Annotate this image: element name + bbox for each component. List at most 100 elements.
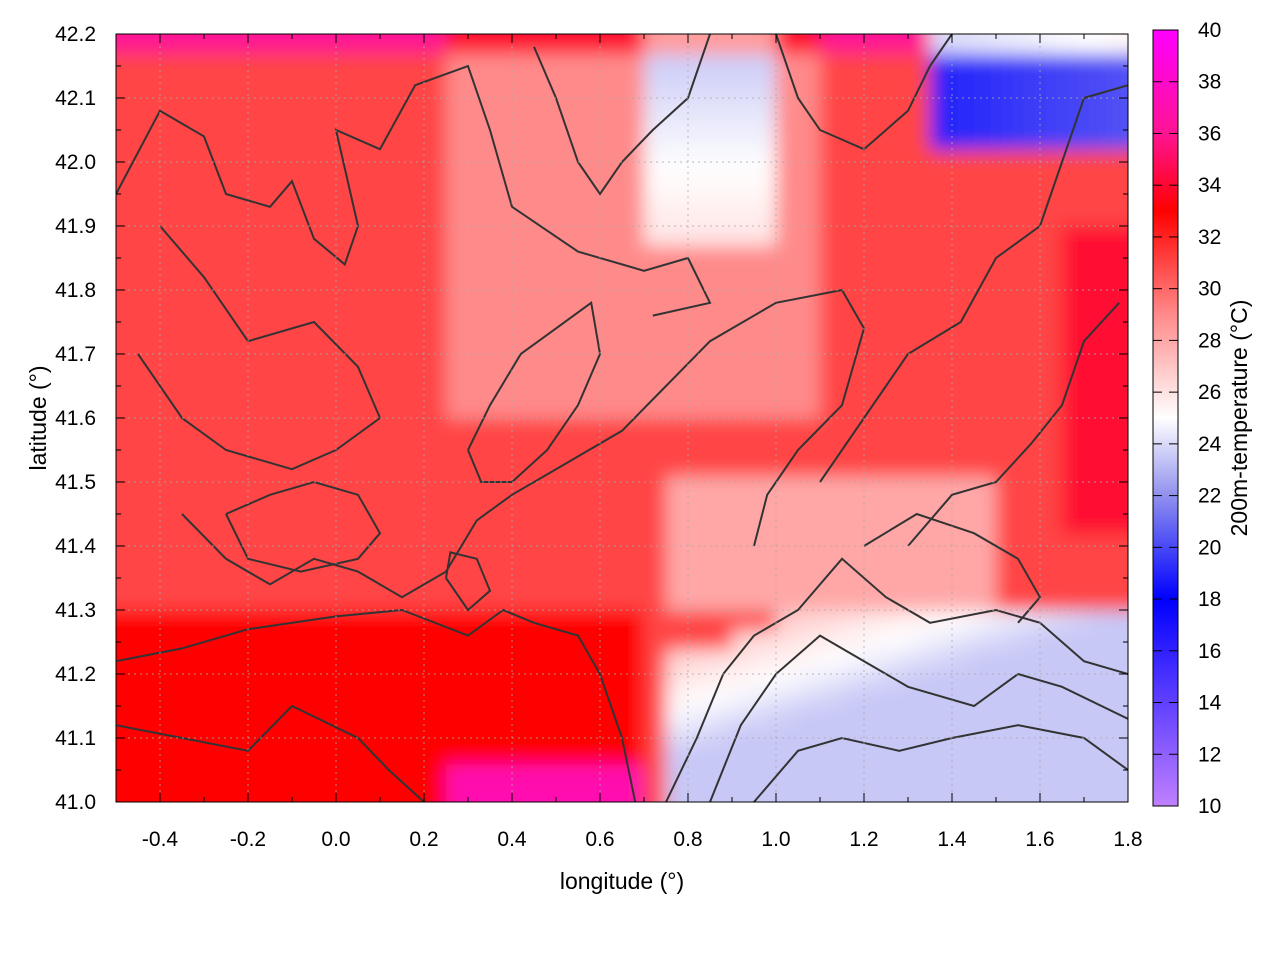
- field-cell: [534, 34, 557, 35]
- field-cell: [622, 110, 645, 131]
- field-cell: [886, 168, 909, 189]
- y-tick-label: 42.0: [55, 151, 96, 174]
- field-cell: [160, 514, 183, 534]
- field-cell: [358, 302, 381, 323]
- field-cell: [446, 206, 469, 227]
- field-cell: [314, 72, 337, 93]
- field-cell: [578, 533, 601, 554]
- field-cell: [116, 245, 139, 266]
- field-cell: [1062, 475, 1085, 496]
- field-cell: [248, 629, 271, 650]
- field-cell: [952, 206, 975, 227]
- field-cell: [402, 187, 425, 208]
- field-cell: [622, 475, 645, 496]
- field-cell: [732, 226, 755, 246]
- field-cell: [1040, 437, 1063, 458]
- field-cell: [974, 533, 997, 554]
- field-cell: [424, 571, 447, 592]
- field-cell: [490, 283, 513, 304]
- field-cell: [798, 418, 821, 438]
- field-cell: [182, 763, 205, 784]
- field-cell: [424, 302, 447, 323]
- field-cell: [358, 571, 381, 592]
- field-cell: [732, 667, 755, 688]
- colorbar-tick-label: 18: [1198, 588, 1221, 611]
- field-cell: [204, 514, 227, 534]
- field-cell: [732, 187, 755, 208]
- field-cell: [270, 130, 293, 150]
- field-cell: [952, 629, 975, 650]
- field-cell: [138, 226, 161, 246]
- field-cell: [842, 514, 865, 534]
- field-cell: [622, 706, 645, 726]
- field-cell: [644, 206, 667, 227]
- field-cell: [116, 398, 139, 419]
- field-cell: [292, 398, 315, 419]
- field-cell: [446, 110, 469, 131]
- colorbar-tick-label: 38: [1198, 71, 1221, 94]
- x-tick-label: 1.6: [1025, 828, 1054, 851]
- field-cell: [1106, 283, 1128, 304]
- field-cell: [116, 130, 139, 150]
- field-cell: [776, 91, 799, 112]
- colorbar-title: 200m-temperature (°C): [1226, 300, 1252, 537]
- field-cell: [402, 571, 425, 592]
- colorbar-tick-label: 26: [1198, 381, 1221, 404]
- field-cell: [996, 437, 1019, 458]
- field-cell: [424, 283, 447, 304]
- field-cell: [358, 379, 381, 400]
- field-cell: [776, 667, 799, 688]
- field-cell: [490, 226, 513, 246]
- field-cell: [798, 494, 821, 515]
- field-cell: [798, 552, 821, 573]
- field-cell: [974, 360, 997, 381]
- field-cell: [864, 571, 887, 592]
- field-cell: [622, 514, 645, 534]
- field-cell: [512, 110, 535, 131]
- field-cell: [666, 187, 689, 208]
- field-cell: [578, 706, 601, 726]
- field-cell: [688, 206, 711, 227]
- field-cell: [204, 264, 227, 285]
- field-cell: [908, 53, 931, 74]
- field-cell: [336, 34, 359, 54]
- field-cell: [1018, 514, 1041, 534]
- field-cell: [666, 437, 689, 458]
- field-cell: [424, 130, 447, 150]
- field-cell: [930, 226, 953, 246]
- field-cell: [1128, 303, 1151, 323]
- field-cell: [1084, 72, 1107, 93]
- field-cell: [754, 226, 777, 246]
- field-cell: [930, 110, 953, 131]
- field-cell: [1106, 475, 1128, 496]
- field-cell: [534, 437, 557, 458]
- field-cell: [1040, 226, 1063, 246]
- field-cell: [116, 437, 139, 458]
- field-cell: [776, 802, 799, 822]
- field-cell: [886, 341, 909, 362]
- field-cell: [226, 130, 249, 150]
- field-cell: [402, 34, 425, 35]
- field-cell: [776, 610, 799, 630]
- field-cell: [116, 72, 139, 93]
- field-cell: [820, 706, 843, 726]
- field-cell: [380, 533, 403, 554]
- colorbar-tick-label: 24: [1198, 433, 1222, 456]
- field-cell: [1084, 322, 1107, 342]
- field-cell: [798, 763, 821, 784]
- field-cell: [974, 763, 997, 784]
- field-cell: [380, 245, 403, 266]
- field-cell: [204, 187, 227, 208]
- field-cell: [446, 533, 469, 554]
- field-cell: [116, 494, 117, 515]
- field-cell: [754, 802, 777, 822]
- field-cell: [952, 667, 975, 688]
- field-cell: [512, 533, 535, 554]
- field-cell: [1084, 245, 1107, 266]
- field-cell: [1084, 590, 1107, 611]
- field-cell: [754, 341, 777, 362]
- field-cell: [248, 34, 271, 54]
- field-cell: [248, 802, 271, 822]
- field-cell: [864, 110, 887, 131]
- field-cell: [160, 206, 183, 227]
